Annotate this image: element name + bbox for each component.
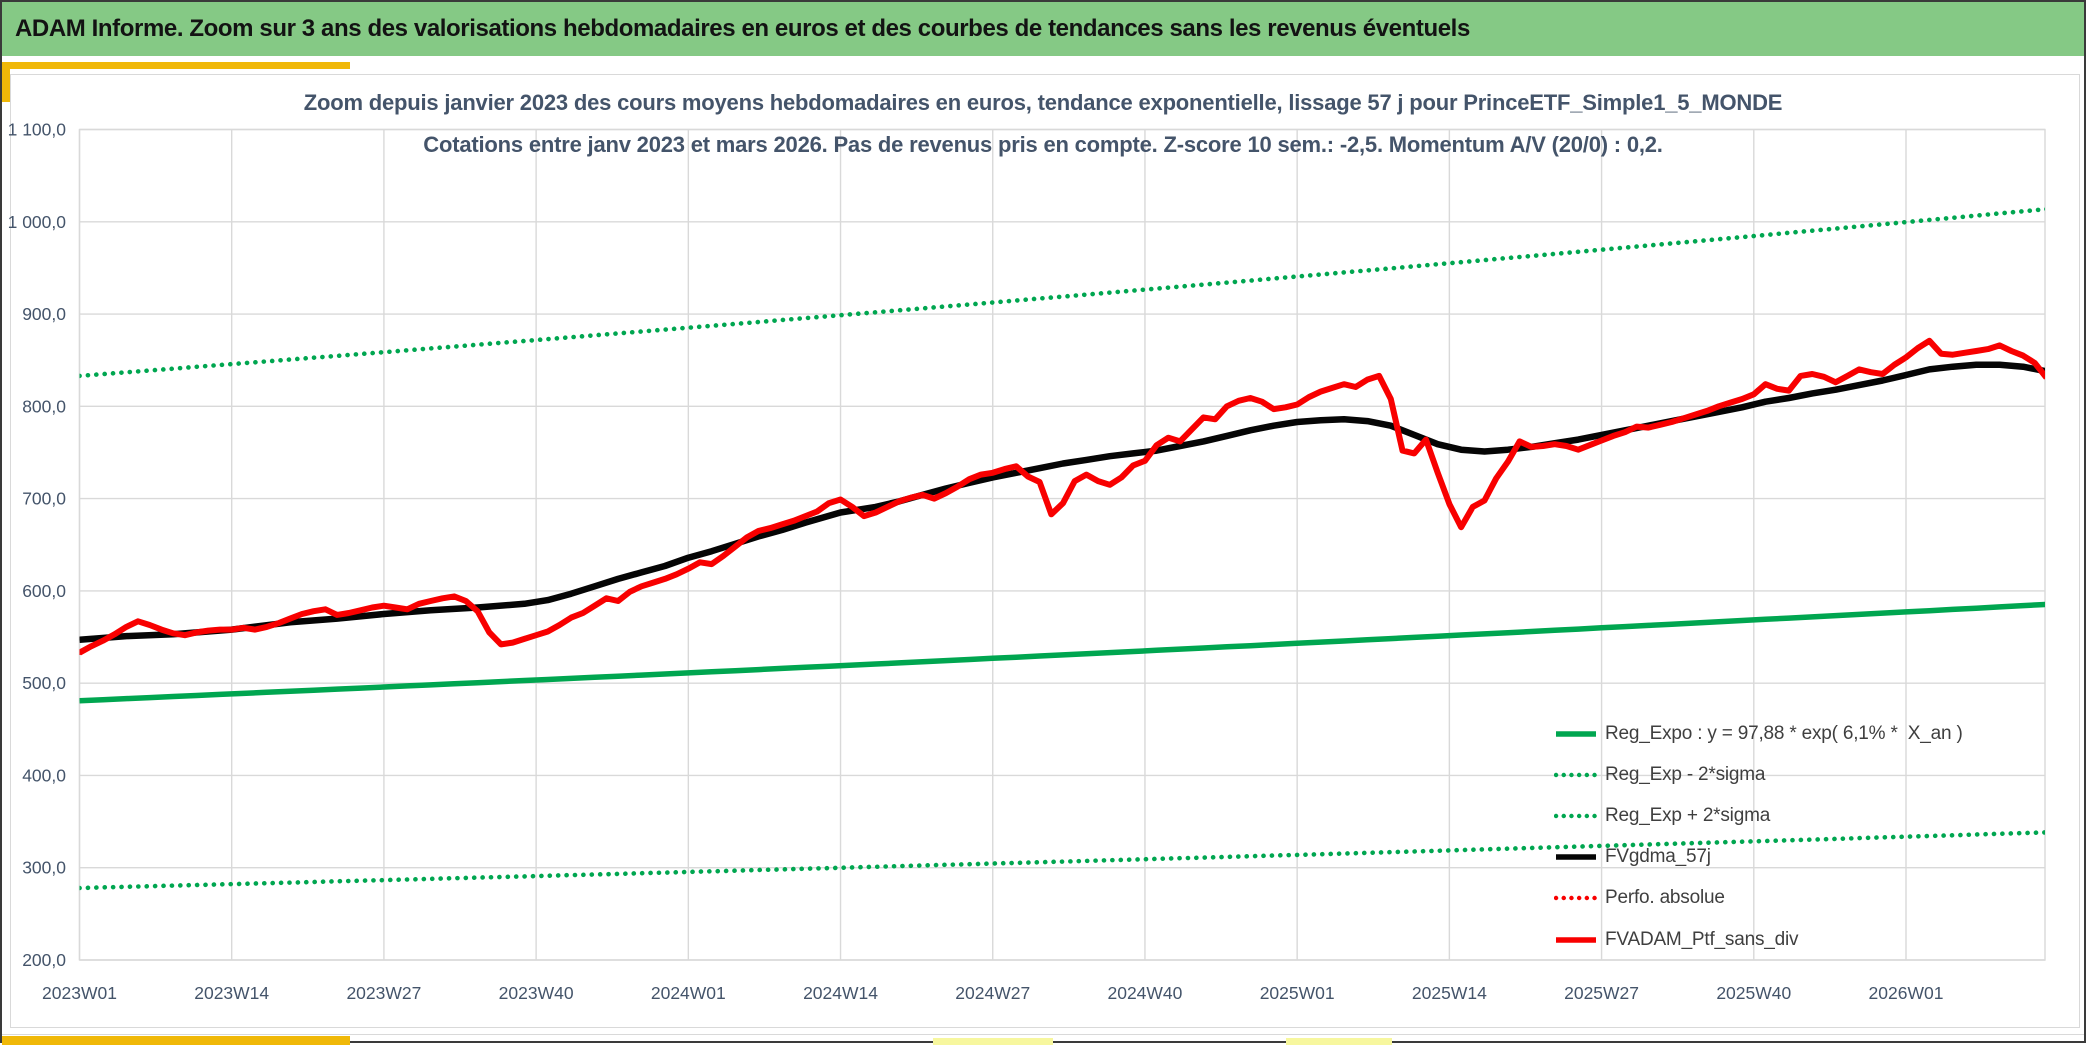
- legend-solid-line-icon: [1556, 854, 1596, 860]
- x-axis-label: 2024W14: [803, 983, 878, 1003]
- x-axis-label: 2024W40: [1107, 983, 1182, 1003]
- chart-title: Zoom depuis janvier 2023 des cours moyen…: [303, 90, 1783, 115]
- legend-item-2: Reg_Exp - 2*sigma: [1554, 754, 1963, 795]
- series-reg-exp-plus-2sigma: [79, 206, 2045, 379]
- legend-label: FVADAM_Ptf_sans_div: [1605, 928, 1799, 950]
- legend-item-5: Perfo. absolue: [1554, 878, 1963, 919]
- legend-label: FVgdma_57j: [1605, 846, 1711, 868]
- series-reg-exp-minus-2sigma: [79, 830, 2045, 891]
- gold-accent-underline: [2, 62, 350, 69]
- x-axis-label: 2025W01: [1260, 983, 1335, 1003]
- x-axis-label: 2024W01: [651, 983, 726, 1003]
- legend-label: Reg_Exp + 2*sigma: [1605, 804, 1771, 826]
- x-axis-label: 2026W01: [1869, 983, 1944, 1003]
- y-axis-label: 1 000,0: [8, 212, 67, 232]
- bottom-highlight-2: [1286, 1038, 1392, 1045]
- legend-solid-line-icon: [1556, 936, 1596, 943]
- series-reg-expo: [79, 601, 2045, 704]
- legend-item-6: FVADAM_Ptf_sans_div: [1554, 919, 1963, 960]
- legend-dotted-line-icon: [1554, 896, 1598, 901]
- series-fvgdma-57j: [79, 361, 2045, 644]
- legend-label: Reg_Exp - 2*sigma: [1605, 763, 1766, 785]
- x-axis-label: 2023W27: [346, 983, 421, 1003]
- x-axis-label: 2025W27: [1564, 983, 1639, 1003]
- bottom-gold-bar: [2, 1036, 350, 1045]
- legend-item-4: FVgdma_57j: [1554, 837, 1963, 878]
- x-axis-label: 2023W14: [194, 983, 269, 1003]
- y-axis-label: 400,0: [22, 765, 66, 785]
- x-axis-label: 2023W01: [42, 983, 117, 1003]
- y-axis-label: 300,0: [22, 858, 66, 878]
- header-title: ADAM Informe. Zoom sur 3 ans des valoris…: [15, 15, 1470, 42]
- plot-border: [78, 128, 2046, 961]
- y-axis-label: 800,0: [22, 396, 66, 416]
- gold-accent-corner: [2, 62, 10, 102]
- bottom-divider: [2, 1034, 2084, 1035]
- y-axis-label: 500,0: [22, 673, 66, 693]
- legend-item-1: Reg_Expo : y = 97,88 * exp( 6,1% * X_an …: [1554, 713, 1963, 754]
- y-axis-label: 700,0: [22, 489, 66, 509]
- legend-solid-line-icon: [1556, 730, 1596, 737]
- legend-item-3: Reg_Exp + 2*sigma: [1554, 795, 1963, 836]
- x-axis-label: 2025W14: [1412, 983, 1487, 1003]
- chart-object-frame[interactable]: [10, 74, 2080, 1028]
- y-axis-label: 600,0: [22, 581, 66, 601]
- legend-dotted-line-icon: [1554, 772, 1598, 777]
- y-axis-label: 1 100,0: [8, 120, 67, 140]
- legend-label: Perfo. absolue: [1605, 887, 1725, 909]
- legend-dotted-line-icon: [1554, 813, 1598, 819]
- y-axis-label: 200,0: [22, 950, 66, 970]
- x-axis-label: 2025W40: [1716, 983, 1791, 1003]
- legend-label: Reg_Expo : y = 97,88 * exp( 6,1% * X_an …: [1605, 722, 1963, 744]
- x-axis-label: 2024W27: [955, 983, 1030, 1003]
- bottom-highlight-1: [933, 1038, 1053, 1045]
- x-axis-label: 2023W40: [499, 983, 574, 1003]
- y-axis-label: 900,0: [22, 304, 66, 324]
- header-bar: ADAM Informe. Zoom sur 3 ans des valoris…: [2, 2, 2084, 56]
- chart-legend: Reg_Expo : y = 97,88 * exp( 6,1% * X_an …: [1554, 713, 1963, 960]
- series-fvadam-ptf-sans-div: [79, 337, 2045, 656]
- chart-subtitle: Cotations entre janv 2023 et mars 2026. …: [423, 132, 1663, 157]
